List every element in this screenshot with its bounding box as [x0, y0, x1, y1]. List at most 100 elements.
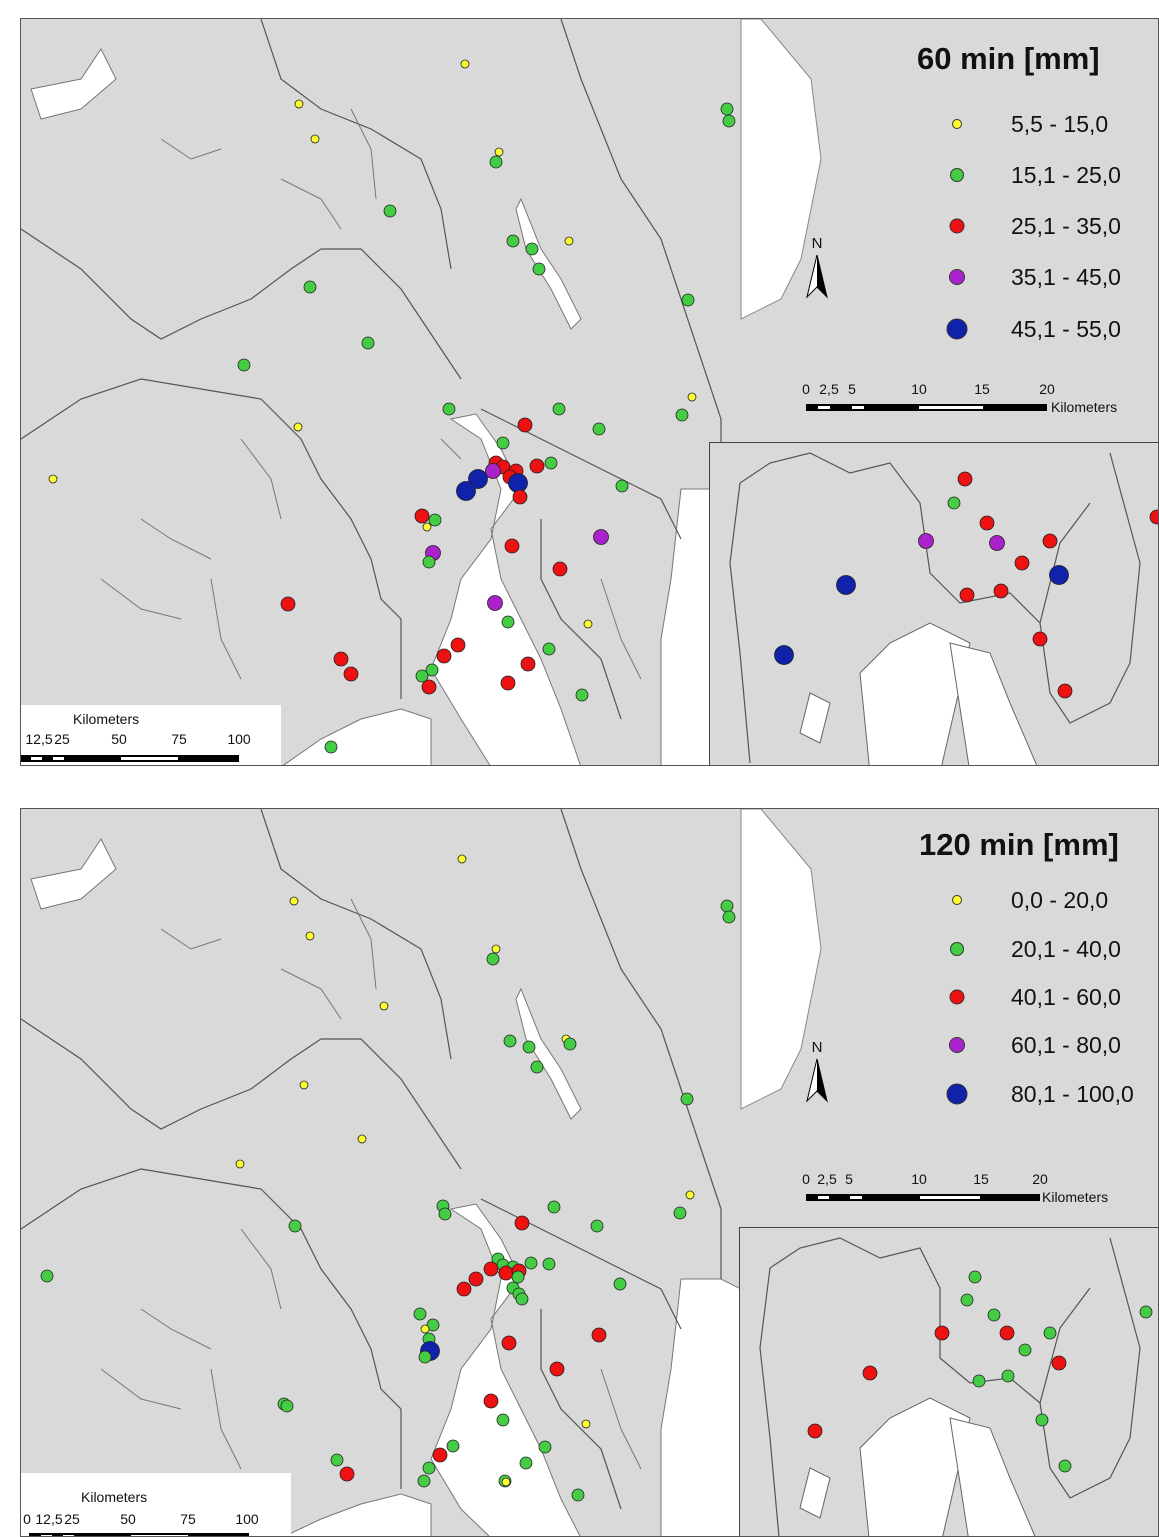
- station-point-red: [339, 1466, 355, 1482]
- station-point-green: [525, 242, 539, 256]
- scale-tick: 50: [120, 1511, 136, 1527]
- station-point-green: [446, 1439, 460, 1453]
- sea-east: [660, 1278, 742, 1536]
- station-point-green: [542, 1257, 556, 1271]
- station-point-green: [425, 663, 439, 677]
- station-point-yellow: [235, 1159, 245, 1169]
- station-point-green: [968, 1270, 982, 1284]
- lake-northwest: [30, 48, 117, 120]
- station-point-red: [436, 648, 452, 664]
- legend-title: 120 min [mm]: [919, 827, 1119, 862]
- scale-bar-inset: 0 2,5 5 10 15 20 Kilometers: [801, 1167, 1141, 1207]
- station-point-green: [503, 1034, 517, 1048]
- lake-northwest: [30, 838, 117, 910]
- inset-map-oslo-60min: [709, 442, 1158, 765]
- station-point-green: [538, 1440, 552, 1454]
- station-point-red: [957, 471, 973, 487]
- station-point-green: [720, 102, 734, 116]
- legend-symbol: [949, 218, 965, 234]
- scale-unit: Kilometers: [1051, 399, 1118, 415]
- station-point-red: [520, 656, 536, 672]
- station-point-green: [40, 1269, 54, 1283]
- station-point-green: [563, 1037, 577, 1051]
- base-map: [21, 809, 822, 1536]
- station-point-green: [501, 615, 515, 629]
- station-point-green: [515, 1292, 529, 1306]
- legend-label: 25,1 - 35,0: [1011, 213, 1121, 239]
- station-point-yellow: [581, 1419, 591, 1429]
- inset-points-60min: [774, 471, 1158, 699]
- station-point-yellow: [305, 931, 315, 941]
- scale-tick: 0: [23, 1511, 31, 1527]
- legend-symbol: [952, 119, 962, 129]
- station-point-red: [483, 1393, 499, 1409]
- station-point-yellow: [420, 1324, 430, 1334]
- station-point-red: [552, 561, 568, 577]
- station-point-yellow: [501, 1477, 511, 1487]
- station-point-green: [1139, 1305, 1153, 1319]
- station-point-green: [383, 204, 397, 218]
- county-borders: [21, 809, 722, 1510]
- station-point-blue: [1049, 565, 1069, 585]
- station-point-green: [592, 422, 606, 436]
- station-point-yellow: [460, 59, 470, 69]
- station-point-red: [333, 651, 349, 667]
- station-point-green: [280, 1399, 294, 1413]
- north-arrow-icon: [806, 1058, 828, 1103]
- inset-points-120min: [807, 1270, 1153, 1473]
- station-point-red: [517, 417, 533, 433]
- station-point-red: [450, 637, 466, 653]
- station-points-120min: [40, 854, 736, 1502]
- station-point-red: [979, 515, 995, 531]
- station-point-green: [530, 1060, 544, 1074]
- north-arrow: N: [797, 235, 837, 305]
- scale-bar-graphic: [29, 1533, 249, 1536]
- station-point-blue: [774, 645, 794, 665]
- station-point-yellow: [357, 1134, 367, 1144]
- station-point-blue: [456, 481, 476, 501]
- station-point-red: [1051, 1355, 1067, 1371]
- station-point-green: [511, 1270, 525, 1284]
- station-point-green: [418, 1350, 432, 1364]
- scale-tick: 12,5: [25, 731, 53, 747]
- legend-symbol: [949, 989, 965, 1005]
- north-arrow-icon: [806, 254, 828, 299]
- station-points-60min: [48, 59, 736, 754]
- station-point-red: [512, 489, 528, 505]
- station-point-red: [549, 1361, 565, 1377]
- station-point-green: [489, 155, 503, 169]
- station-point-green: [987, 1308, 1001, 1322]
- station-point-red: [1032, 631, 1048, 647]
- scale-tick: 25: [54, 731, 70, 747]
- legend-symbol: [946, 1083, 968, 1105]
- scale-tick: 0: [802, 381, 810, 397]
- station-point-green: [361, 336, 375, 350]
- station-point-yellow: [299, 1080, 309, 1090]
- station-point-green: [506, 234, 520, 248]
- scale-tick: 10: [911, 1171, 927, 1187]
- station-point-green: [575, 688, 589, 702]
- north-arrow: N: [797, 1039, 837, 1109]
- station-point-green: [542, 642, 556, 656]
- legend-symbol: [952, 895, 962, 905]
- station-point-green: [422, 1461, 436, 1475]
- station-point-green: [422, 555, 436, 569]
- scale-tick: 15: [974, 381, 990, 397]
- station-point-red: [807, 1423, 823, 1439]
- small-lakes: [100, 108, 642, 680]
- station-point-purple: [918, 533, 934, 549]
- coast-south: [284, 1493, 432, 1536]
- legend-symbol: [950, 168, 964, 182]
- station-point-green: [486, 952, 500, 966]
- station-point-purple: [593, 529, 609, 545]
- scale-tick: 0: [802, 1171, 810, 1187]
- station-point-yellow: [379, 1001, 389, 1011]
- station-point-purple: [989, 535, 1005, 551]
- map-panel-60min: 60 min [mm] 5,5 - 15,0 15,1 - 25,0 25,1 …: [20, 18, 1159, 766]
- station-point-green: [1035, 1413, 1049, 1427]
- station-point-red: [414, 508, 430, 524]
- station-point-green: [680, 1092, 694, 1106]
- station-point-yellow: [457, 854, 467, 864]
- station-point-green: [237, 358, 251, 372]
- station-point-blue: [836, 575, 856, 595]
